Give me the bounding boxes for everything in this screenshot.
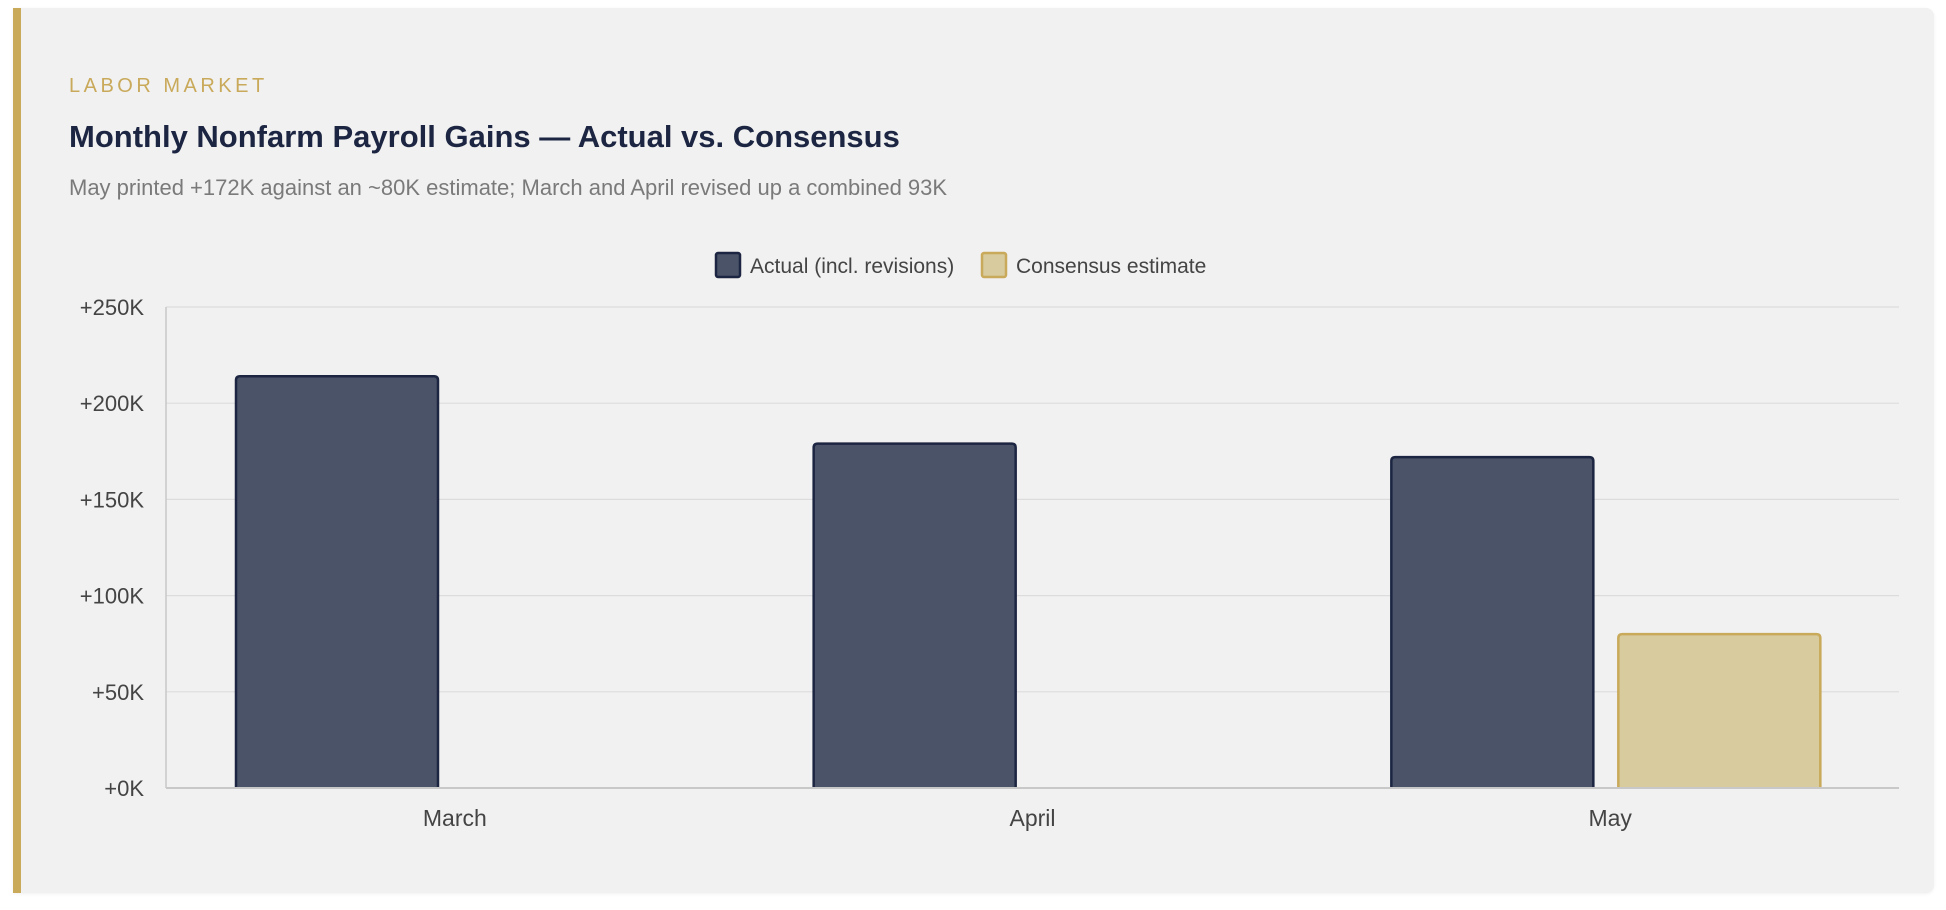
y-tick-label: +0K	[104, 776, 144, 801]
bar-estimate-may	[1617, 632, 1822, 788]
bars	[234, 375, 1822, 788]
bar-chart: Actual (incl. revisions) Consensus estim…	[80, 251, 1899, 831]
y-tick-label: +50K	[92, 680, 144, 705]
y-tick-label: +150K	[80, 487, 145, 512]
x-tick-label: March	[423, 805, 487, 831]
legend-swatch-actual	[714, 251, 742, 279]
legend-label-estimate: Consensus estimate	[1016, 255, 1206, 278]
eyebrow-label: LABOR MARKET	[69, 75, 268, 97]
x-tick-label: May	[1588, 805, 1632, 831]
legend-label-actual: Actual (incl. revisions)	[750, 255, 954, 278]
legend-swatch-estimate	[980, 251, 1008, 279]
bar-actual-april	[812, 442, 1017, 788]
bar-actual-march	[234, 375, 440, 788]
x-axis: March April May	[166, 787, 1899, 831]
chart-subtitle: May printed +172K against an ~80K estima…	[69, 175, 948, 200]
x-tick-label: April	[1009, 805, 1055, 831]
chart-title: Monthly Nonfarm Payroll Gains — Actual v…	[69, 119, 900, 154]
chart-card: LABOR MARKET Monthly Nonfarm Payroll Gai…	[13, 8, 1934, 893]
y-tick-label: +100K	[80, 584, 145, 609]
accent-bar	[13, 8, 21, 893]
y-tick-label: +200K	[80, 391, 145, 416]
y-tick-label: +250K	[80, 295, 145, 320]
legend: Actual (incl. revisions) Consensus estim…	[714, 251, 1206, 279]
bar-actual-may	[1390, 455, 1595, 788]
y-axis: +0K +50K +100K +150K +200K +250K	[80, 295, 167, 801]
